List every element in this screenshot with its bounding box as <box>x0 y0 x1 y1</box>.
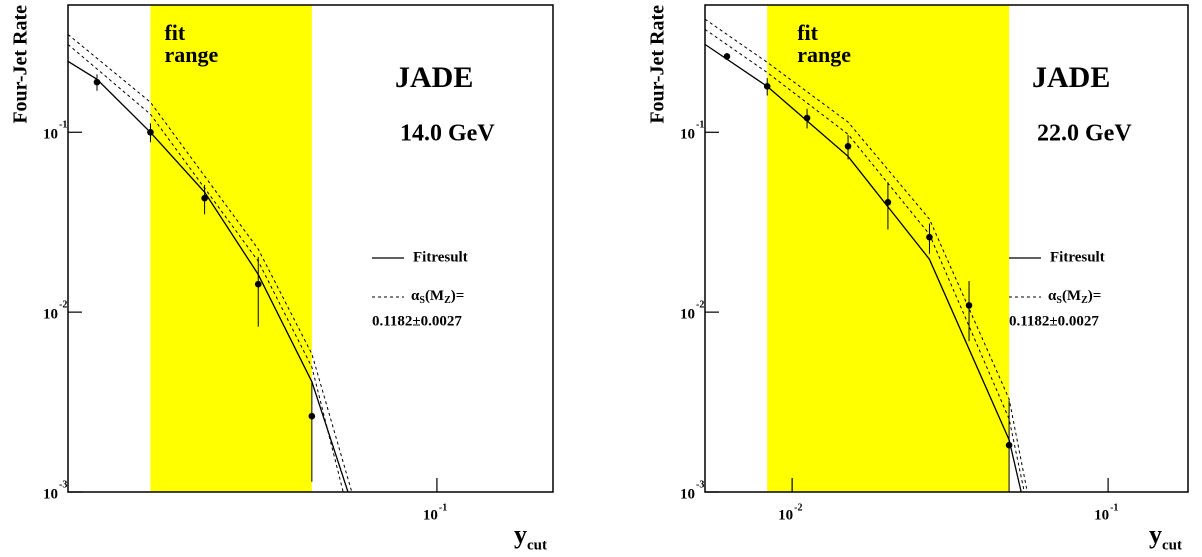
x-tick-label: 10 <box>423 507 438 523</box>
y-tick-exponent: -3 <box>696 479 704 490</box>
data-point <box>926 233 933 241</box>
fit-range-label: range <box>164 42 218 67</box>
experiment-label: JADE <box>395 61 473 94</box>
data-point <box>965 302 973 309</box>
fit-range-label: fit <box>797 20 818 45</box>
legend-label-part: Z <box>1081 295 1088 306</box>
fit-range <box>150 5 312 492</box>
data-point <box>254 280 262 288</box>
data-point <box>884 198 892 206</box>
frame <box>704 4 1189 493</box>
data-point <box>308 412 316 420</box>
legend-label: Fitresult <box>413 249 468 265</box>
legend-value: 0.1182±0.0027 <box>1009 313 1099 329</box>
legend-label-part: (M <box>425 288 444 304</box>
fit-curve <box>705 43 1022 492</box>
y-tick-label: 10 <box>680 127 695 143</box>
y-tick-label: 10 <box>43 486 58 502</box>
legend-label-part: Z <box>444 295 451 306</box>
plot-area <box>68 5 353 492</box>
y-tick-label: 10 <box>43 307 58 323</box>
fit-curve <box>68 34 353 492</box>
data-point <box>763 83 771 90</box>
frame <box>67 4 554 493</box>
legend-label: αS(MZ)= <box>1048 288 1101 306</box>
data-point <box>803 114 811 122</box>
fit-range-label: fit <box>164 20 185 45</box>
data-point <box>723 53 731 60</box>
energy-label: 22.0 GeV <box>1037 121 1132 147</box>
data-point <box>1005 441 1013 449</box>
y-tick-exponent: -3 <box>59 479 67 490</box>
x-axis-label-sub: cut <box>1162 537 1182 553</box>
data-point <box>844 142 852 150</box>
x-tick-label: 10 <box>1094 507 1109 523</box>
y-tick-exponent: -1 <box>696 120 704 131</box>
y-tick-label: 10 <box>680 486 695 502</box>
x-tick-exponent: -1 <box>439 502 447 513</box>
y-axis-label: Four-Jet Rate <box>10 5 32 124</box>
legend-label-part: )= <box>1088 288 1102 304</box>
legend-value: 0.1182±0.0027 <box>372 313 462 329</box>
x-axis-label-sub: cut <box>527 537 547 553</box>
legend-label: Fitresult <box>1050 249 1105 265</box>
experiment-label: JADE <box>1032 61 1110 94</box>
y-tick-exponent: -2 <box>696 299 704 310</box>
y-tick-exponent: -1 <box>59 120 67 131</box>
x-tick-label: 10 <box>778 507 793 523</box>
plot-area <box>705 5 1028 492</box>
legend-label-part: S <box>1056 295 1062 306</box>
legend-label: αS(MZ)= <box>411 288 464 306</box>
legend-label-part: α <box>1048 288 1057 304</box>
y-tick-exponent: -2 <box>59 299 67 310</box>
x-axis-label: y <box>514 520 527 549</box>
y-tick-label: 10 <box>43 127 58 143</box>
legend-label-part: α <box>411 288 420 304</box>
y-axis-label: Four-Jet Rate <box>647 5 669 124</box>
legend-label-part: )= <box>451 288 465 304</box>
y-tick-label: 10 <box>680 307 695 323</box>
data-point <box>201 194 208 202</box>
x-axis-label: y <box>1149 520 1162 549</box>
fit-range-label: range <box>797 42 851 67</box>
legend-label-part: S <box>419 295 425 306</box>
data-point <box>93 78 101 86</box>
fit-range <box>767 5 1010 492</box>
legend-label-part: (M <box>1062 288 1081 304</box>
energy-label: 14.0 GeV <box>400 121 495 147</box>
data-point <box>147 128 154 136</box>
x-tick-exponent: -2 <box>794 502 802 513</box>
fit-curve <box>705 28 1025 492</box>
x-tick-exponent: -1 <box>1110 502 1118 513</box>
